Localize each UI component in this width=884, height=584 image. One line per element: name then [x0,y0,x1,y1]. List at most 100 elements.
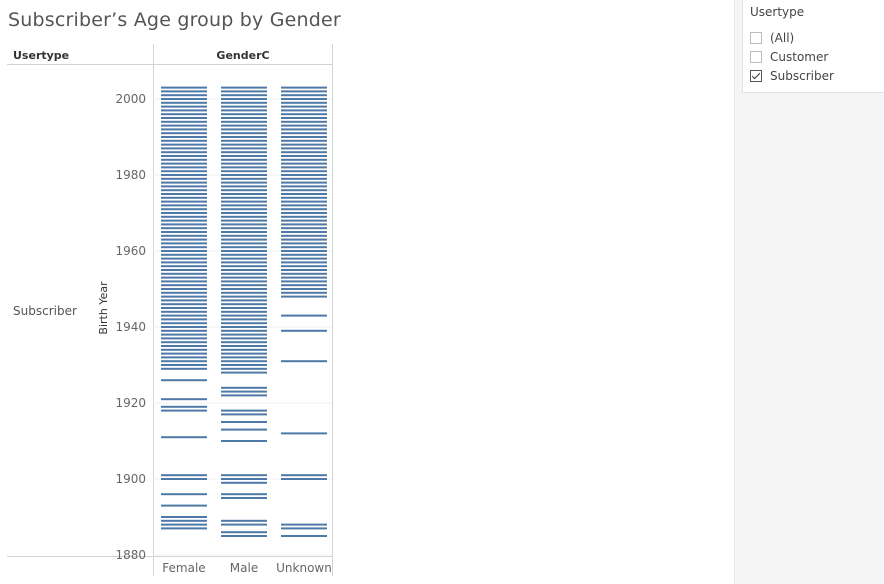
bar-male-1952 [221,280,267,283]
bar-female-1990 [161,136,207,138]
bar-female-1931 [161,360,207,363]
filter-option-subscriber[interactable]: Subscriber [750,68,834,84]
bar-unknown-2003 [281,86,327,89]
bar-male-1917 [221,413,267,416]
bar-male-1973 [221,200,267,203]
bar-male-1967 [221,223,267,226]
bar-male-1985 [221,155,267,157]
bar-female-1967 [161,223,207,226]
bar-male-1931 [221,360,267,363]
bar-female-1973 [161,200,207,203]
bar-male-1971 [221,208,267,211]
bar-unknown-1969 [281,215,327,218]
bar-male-1910 [221,440,267,442]
bar-male-1935 [221,345,267,347]
bar-male-1900 [221,478,267,480]
bar-unknown-1972 [281,204,327,207]
bar-male-1979 [221,177,267,180]
bar-male-1885 [221,535,267,537]
checkbox-icon[interactable] [750,32,762,44]
filter-option-all[interactable]: (All) [750,30,794,46]
bar-unknown-1997 [281,109,327,112]
bar-female-1994 [161,120,207,123]
bar-male-1997 [221,109,267,112]
bar-male-1948 [221,295,267,298]
bar-unknown-1994 [281,120,327,123]
bar-female-1997 [161,109,207,112]
bar-female-1938 [161,333,207,336]
checkbox-icon[interactable] [750,51,762,63]
chart-frame [7,44,333,576]
bar-female-1932 [161,356,207,359]
bar-female-1890 [161,516,207,518]
bar-male-1976 [221,189,267,192]
bar-unknown-1995 [281,117,327,119]
bar-unknown-1956 [281,265,327,268]
bar-female-1984 [161,158,207,161]
bar-female-1955 [161,269,207,271]
bar-unknown-1901 [281,474,327,477]
bar-female-1930 [161,364,207,366]
bar-female-1939 [161,329,207,332]
bar-unknown-1912 [281,432,327,435]
bar-female-1957 [161,261,207,264]
bar-unknown-1955 [281,269,327,271]
bar-female-1961 [161,246,207,249]
bar-unknown-1966 [281,227,327,230]
bar-unknown-1950 [281,288,327,290]
bar-unknown-1978 [281,181,327,184]
bar-male-1995 [221,117,267,119]
y-tick-label: 1880 [115,548,146,562]
bar-male-1938 [221,333,267,336]
bar-male-1986 [221,151,267,154]
bar-unknown-1967 [281,223,327,226]
bar-female-1940 [161,326,207,328]
bar-female-1972 [161,204,207,207]
bar-male-1998 [221,105,267,108]
filter-option-label: (All) [770,31,795,45]
bar-unknown-1984 [281,158,327,161]
bar-male-1984 [221,158,267,161]
bar-unknown-1973 [281,200,327,203]
bar-female-1975 [161,193,207,195]
bar-female-1989 [161,139,207,142]
bar-female-2000 [161,98,207,100]
bar-unknown-1885 [281,535,327,537]
bar-unknown-1957 [281,261,327,264]
filter-option-customer[interactable]: Customer [750,49,828,65]
bar-male-1934 [221,348,267,351]
bar-female-1983 [161,162,207,165]
bar-male-1888 [221,523,267,526]
bar-male-1990 [221,136,267,138]
bar-male-1999 [221,101,267,104]
bar-female-2001 [161,94,207,97]
bar-unknown-1959 [281,253,327,256]
bar-female-1946 [161,303,207,306]
bar-female-1995 [161,117,207,119]
bar-unknown-1952 [281,280,327,283]
bar-female-1959 [161,253,207,256]
bar-female-1956 [161,265,207,268]
bar-male-1913 [221,428,267,431]
bar-female-1896 [161,493,207,496]
bar-female-1918 [161,409,207,412]
bar-male-1889 [221,519,267,522]
bar-male-1947 [221,299,267,302]
bar-male-1956 [221,265,267,268]
bar-female-1962 [161,242,207,245]
bar-unknown-1990 [281,136,327,138]
bar-unknown-1961 [281,246,327,249]
column-header-genderc: GenderC [216,49,269,62]
bar-female-1981 [161,170,207,173]
checkbox-checked-icon[interactable] [750,70,762,82]
bar-male-1939 [221,329,267,332]
bar-unknown-1943 [281,314,327,317]
bar-female-1919 [161,405,207,408]
bar-female-1936 [161,341,207,344]
bar-female-1992 [161,128,207,131]
filter-title: Usertype [750,5,805,19]
bar-unknown-1968 [281,219,327,222]
bar-male-1922 [221,394,267,397]
bar-female-1901 [161,474,207,477]
bar-male-1969 [221,215,267,218]
